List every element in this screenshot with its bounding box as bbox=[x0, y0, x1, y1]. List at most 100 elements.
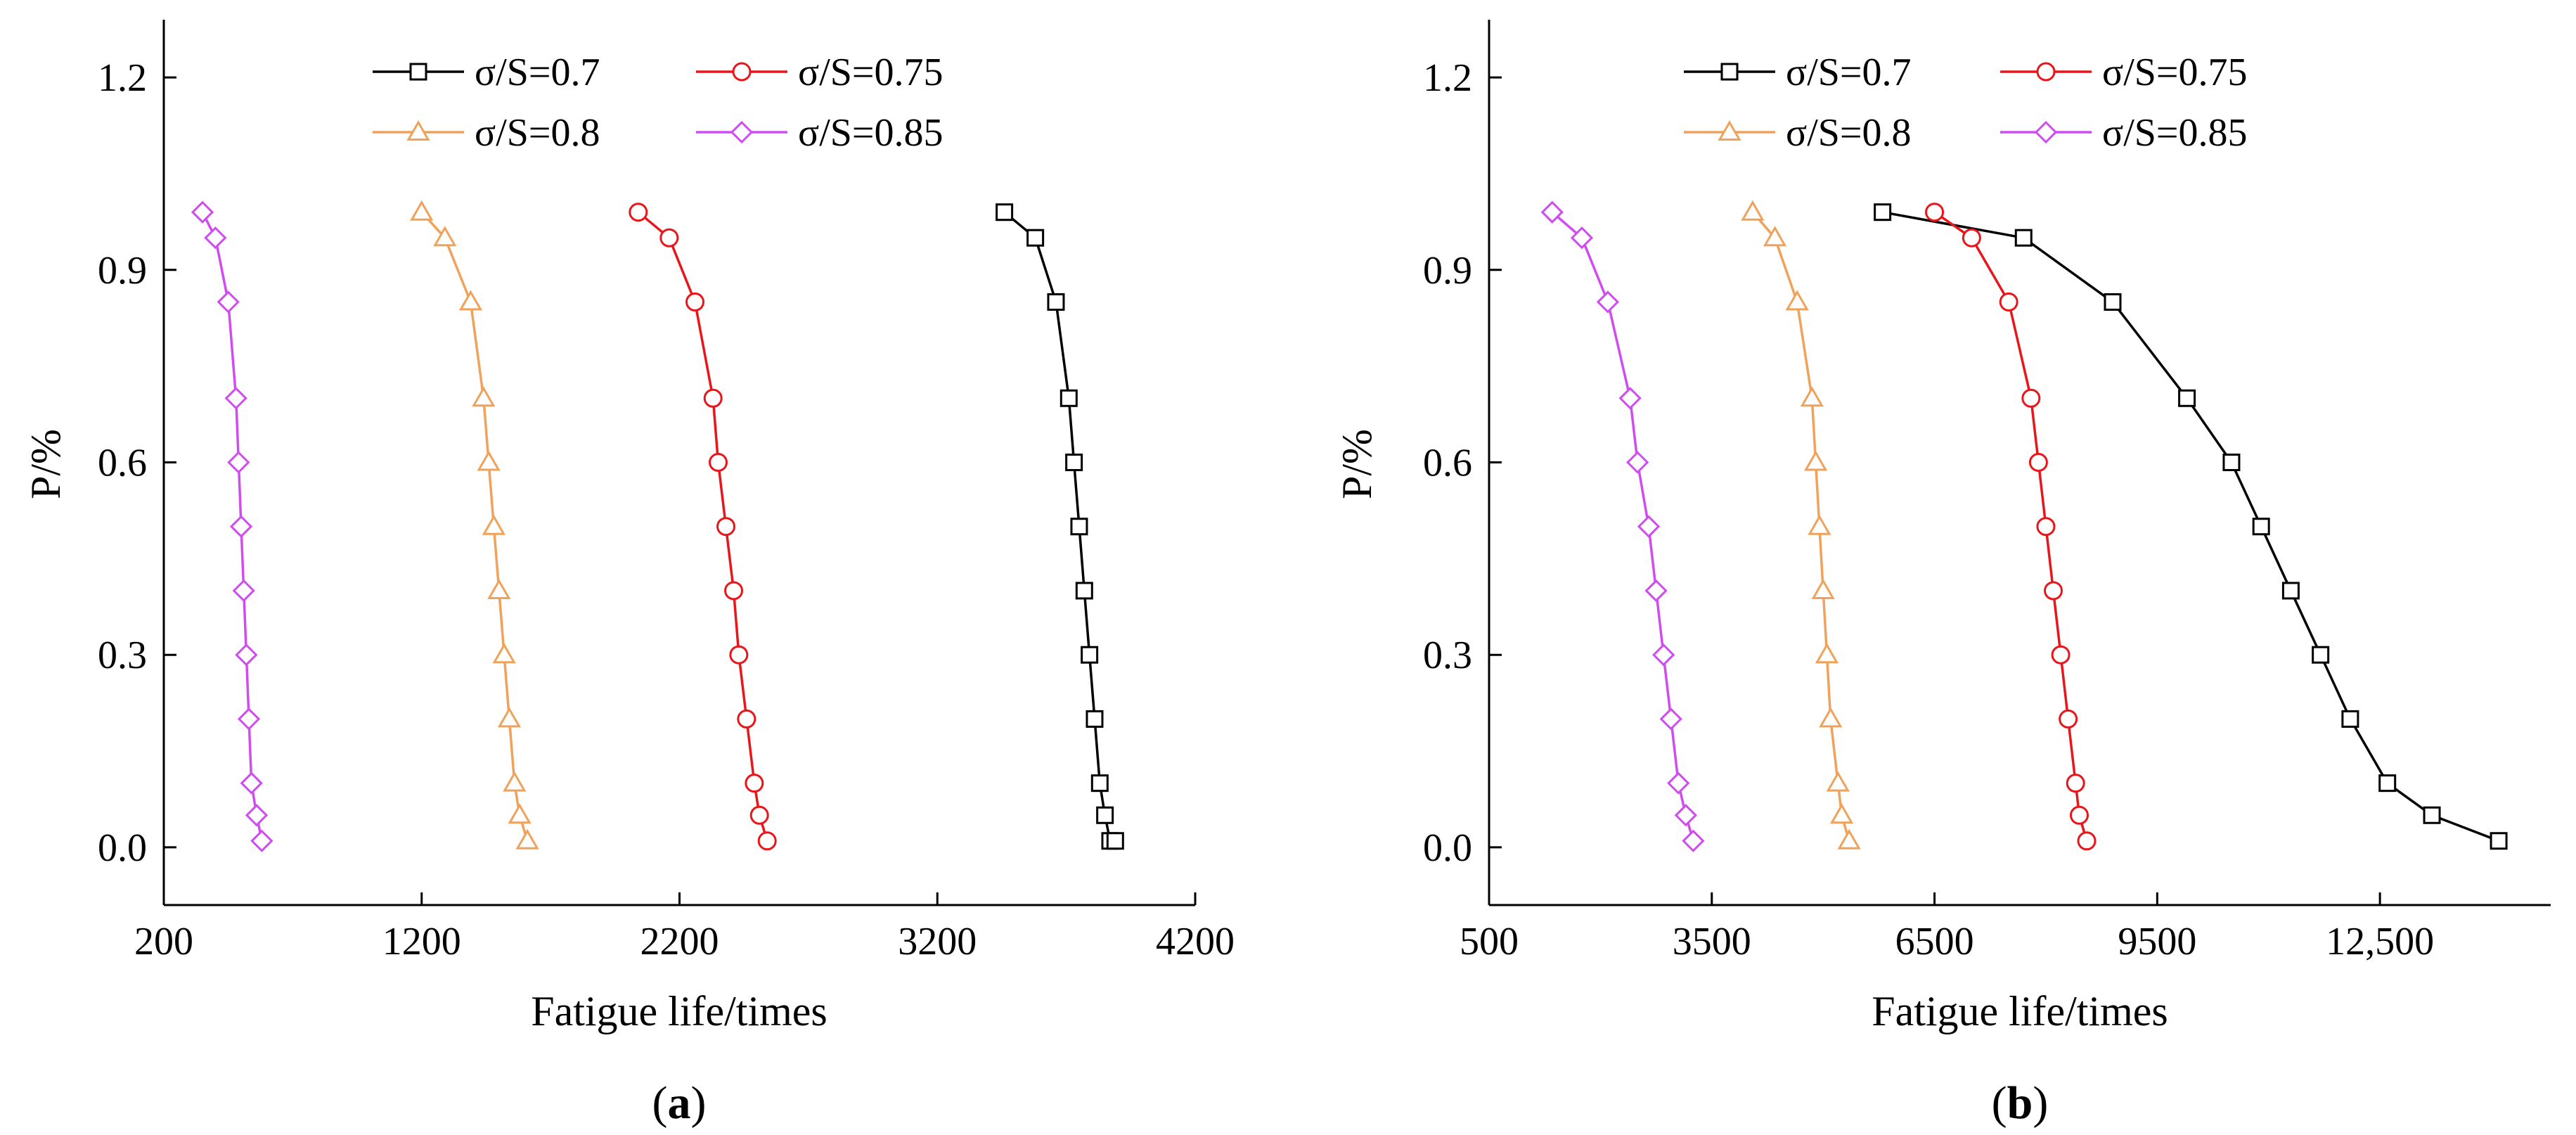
legend-label: σ/S=0.75 bbox=[2102, 51, 2247, 94]
y-axis-title: P/% bbox=[22, 429, 69, 499]
data-point bbox=[1596, 290, 1620, 314]
panel-label-paren-open: ( bbox=[652, 1077, 668, 1129]
data-point bbox=[497, 707, 522, 728]
series-circle bbox=[629, 203, 777, 851]
legend-marker bbox=[406, 120, 430, 141]
x-axis-title: Fatigue life/times bbox=[531, 988, 827, 1034]
legend-entry: σ/S=0.7 bbox=[373, 51, 600, 94]
data-point bbox=[1999, 292, 2018, 312]
data-point bbox=[1826, 771, 1850, 792]
legend-marker bbox=[409, 63, 427, 81]
x-tick-label: 4200 bbox=[1156, 920, 1235, 963]
data-point bbox=[1570, 226, 1594, 250]
data-point bbox=[2281, 582, 2300, 600]
data-point bbox=[1811, 578, 1835, 599]
data-point bbox=[2312, 646, 2330, 664]
data-point bbox=[410, 200, 434, 221]
series-triangle bbox=[1741, 200, 1861, 849]
data-point bbox=[2059, 709, 2078, 729]
panel-label-paren-open: ( bbox=[1992, 1077, 2007, 1129]
data-point bbox=[492, 643, 516, 664]
data-point bbox=[1106, 832, 1124, 850]
data-point bbox=[2036, 517, 2056, 537]
y-tick-label: 0.9 bbox=[1423, 249, 1472, 293]
data-point bbox=[232, 579, 255, 603]
panel-label: (b) bbox=[1992, 1077, 2049, 1129]
data-point bbox=[1618, 387, 1642, 410]
series-diamond bbox=[1540, 200, 1705, 852]
data-point bbox=[1925, 203, 1945, 222]
plot-area bbox=[191, 200, 1124, 852]
legend: σ/S=0.7 σ/S=0.75 σ/S=0.8 σ/S=0.85 bbox=[1684, 51, 2247, 155]
legend-label: σ/S=0.85 bbox=[798, 111, 943, 155]
data-point bbox=[1763, 226, 1787, 247]
data-point bbox=[737, 709, 756, 729]
x-tick-label: 3500 bbox=[1673, 920, 1751, 963]
series-square bbox=[996, 203, 1124, 850]
data-point bbox=[2490, 832, 2508, 850]
data-point bbox=[2178, 389, 2196, 407]
data-point bbox=[1652, 643, 1675, 667]
data-point bbox=[245, 804, 269, 827]
data-point bbox=[996, 203, 1014, 222]
x-tick-label: 6500 bbox=[1895, 920, 1974, 963]
panel-label: (a) bbox=[652, 1077, 707, 1129]
data-point bbox=[1090, 774, 1109, 793]
data-point bbox=[1096, 806, 1114, 824]
legend-label: σ/S=0.7 bbox=[475, 51, 600, 94]
data-point bbox=[458, 290, 483, 311]
data-point bbox=[1026, 229, 1045, 247]
data-point bbox=[224, 387, 247, 410]
y-tick-label: 0.6 bbox=[98, 442, 147, 485]
data-point bbox=[250, 829, 273, 852]
data-point bbox=[477, 450, 501, 471]
data-point bbox=[703, 388, 723, 408]
y-axis-title: P/% bbox=[1334, 429, 1380, 499]
legend-entry: σ/S=0.8 bbox=[1684, 111, 1911, 155]
data-point bbox=[235, 643, 258, 667]
legend-label: σ/S=0.8 bbox=[475, 111, 600, 155]
x-ticks: 200 1200 2200 3200 4200 bbox=[134, 892, 1235, 963]
y-ticks: 0.0 0.3 0.6 0.9 1.2 bbox=[98, 56, 176, 870]
panel-label-paren-close: ) bbox=[2033, 1077, 2048, 1129]
data-point bbox=[709, 453, 728, 472]
data-point bbox=[2423, 806, 2441, 824]
series-square bbox=[1874, 203, 2508, 850]
data-point bbox=[487, 578, 511, 599]
legend-entry: σ/S=0.7 bbox=[1684, 51, 1911, 94]
data-point bbox=[1644, 579, 1668, 603]
data-point bbox=[1540, 200, 1564, 224]
data-point bbox=[1808, 514, 1831, 535]
data-point bbox=[729, 645, 749, 665]
data-point bbox=[1682, 829, 1705, 852]
legend-marker bbox=[730, 120, 754, 144]
data-point bbox=[515, 828, 539, 849]
data-point bbox=[2341, 710, 2359, 728]
data-point bbox=[191, 200, 214, 224]
x-tick-label: 500 bbox=[1460, 920, 1519, 963]
data-point bbox=[1060, 389, 1078, 407]
legend-marker bbox=[1720, 63, 1739, 81]
y-tick-label: 0.6 bbox=[1423, 442, 1472, 485]
data-point bbox=[629, 203, 648, 222]
chart-panel-a: 0.00.30.60.91.2 200 1200 2200 3200 4200 P/% … bbox=[22, 20, 1235, 1129]
data-point bbox=[1047, 293, 1065, 311]
x-tick-label: 200 bbox=[134, 920, 193, 963]
data-point bbox=[1819, 707, 1843, 728]
data-point bbox=[217, 290, 240, 314]
panel-label-paren-close: ) bbox=[691, 1077, 707, 1129]
legend-label: σ/S=0.75 bbox=[798, 51, 943, 94]
data-point bbox=[2077, 831, 2097, 851]
legend-marker bbox=[2034, 120, 2058, 144]
legend-marker bbox=[732, 62, 752, 82]
data-point bbox=[482, 514, 506, 535]
data-point bbox=[1075, 582, 1093, 600]
data-point bbox=[757, 831, 777, 851]
legend-marker bbox=[2036, 62, 2056, 82]
legend-entry: σ/S=0.85 bbox=[2000, 111, 2247, 155]
y-tick-label: 0.9 bbox=[98, 249, 147, 293]
data-point bbox=[2014, 229, 2033, 247]
data-point bbox=[433, 226, 457, 247]
data-point bbox=[1741, 200, 1765, 221]
